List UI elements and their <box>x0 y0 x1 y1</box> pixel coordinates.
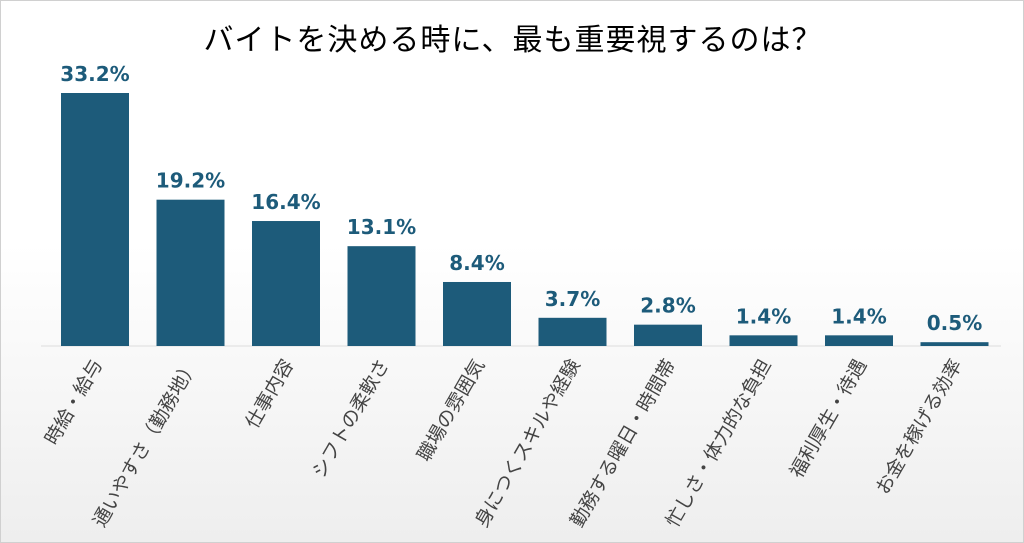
bar-2 <box>156 199 225 346</box>
category-label-10: お金を稼げる効率 <box>872 356 967 499</box>
value-label-6: 3.7% <box>545 287 600 311</box>
value-labels-layer: 33.2% 19.2% 16.4% 13.1% 8.4% 3.7% 2.8% 1.4% 1.4%… <box>60 62 982 335</box>
value-label-9: 1.4% <box>831 304 886 328</box>
category-label-8: 忙しさ・体力的な負担 <box>662 356 776 532</box>
value-label-5: 8.4% <box>449 251 504 275</box>
bar-4 <box>347 246 416 346</box>
value-label-1: 33.2% <box>60 62 129 86</box>
chart-title: バイトを決める時に、最も重要視するのは？ <box>203 23 823 58</box>
category-label-3: 仕事内容 <box>241 356 298 433</box>
bar-7 <box>634 324 702 346</box>
category-label-2: 通いやすさ（勤務地） <box>89 356 203 532</box>
category-label-5: 職場の雰囲気 <box>413 356 489 466</box>
bar-5 <box>443 281 511 346</box>
value-label-10: 0.5% <box>927 311 982 335</box>
bar-1 <box>61 93 129 346</box>
value-label-2: 19.2% <box>156 169 225 193</box>
bar-3 <box>252 221 320 346</box>
value-label-3: 16.4% <box>251 190 320 214</box>
value-label-7: 2.8% <box>640 294 695 318</box>
bar-8 <box>729 335 798 346</box>
value-label-4: 13.1% <box>347 215 416 239</box>
bar-6 <box>538 317 607 346</box>
bar-9 <box>825 335 893 346</box>
value-label-8: 1.4% <box>736 304 791 328</box>
category-label-7: 勤務する曜日・時間帯 <box>566 356 680 532</box>
bars-layer <box>61 93 989 346</box>
bar-10 <box>920 342 989 346</box>
category-label-9: 福利厚生・待遇 <box>786 356 872 482</box>
category-label-4: シフトの柔軟さ <box>308 356 394 482</box>
category-label-6: 身につくスキルや経験 <box>471 356 585 532</box>
category-label-1: 時給・給与 <box>41 356 108 449</box>
